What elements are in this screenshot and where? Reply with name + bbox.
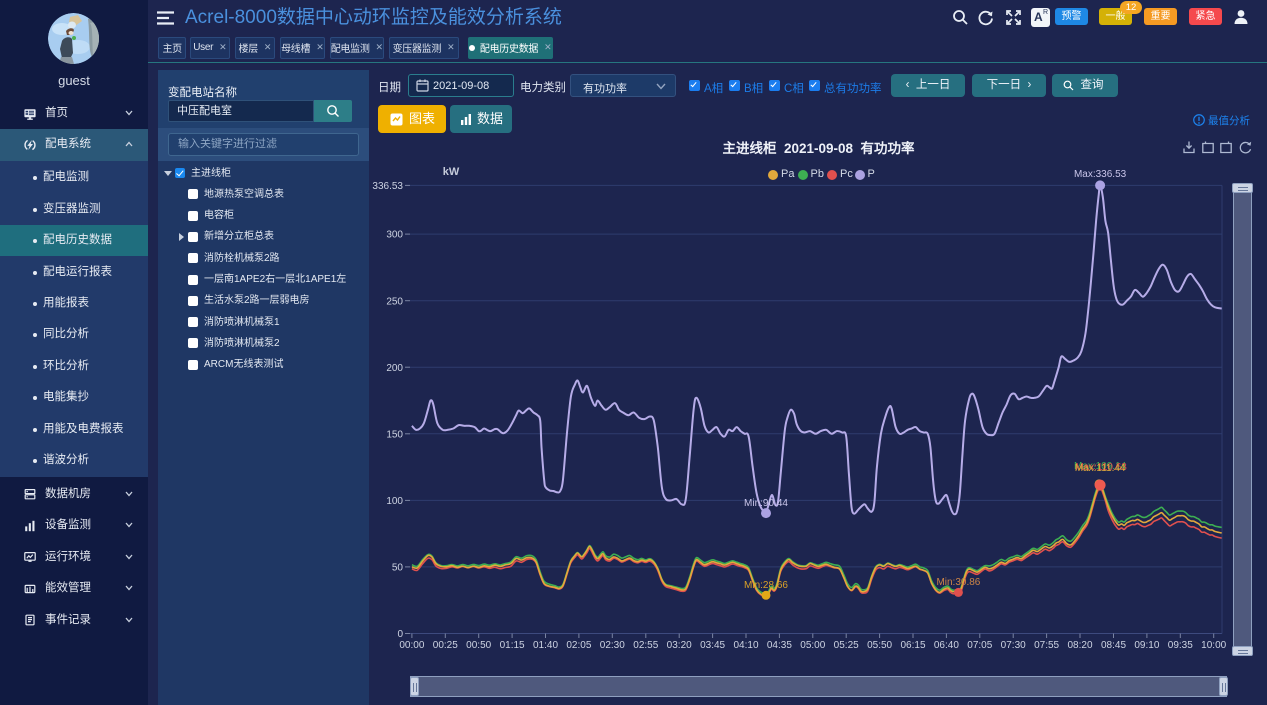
svg-text:09:10: 09:10 [1134, 640, 1159, 651]
svg-text:250: 250 [386, 296, 403, 307]
svg-text:03:20: 03:20 [667, 640, 692, 651]
svg-text:100: 100 [386, 496, 403, 507]
svg-text:02:30: 02:30 [600, 640, 625, 651]
svg-text:300: 300 [386, 230, 403, 241]
svg-text:01:15: 01:15 [500, 640, 525, 651]
svg-text:Max:336.53: Max:336.53 [1074, 169, 1127, 180]
svg-text:06:15: 06:15 [900, 640, 925, 651]
svg-text:04:35: 04:35 [767, 640, 792, 651]
svg-text:08:20: 08:20 [1067, 640, 1092, 651]
svg-text:03:45: 03:45 [700, 640, 725, 651]
svg-text:02:05: 02:05 [566, 640, 591, 651]
svg-text:50: 50 [392, 563, 404, 574]
svg-text:150: 150 [386, 429, 403, 440]
svg-text:10:00: 10:00 [1201, 640, 1226, 651]
svg-text:05:25: 05:25 [834, 640, 859, 651]
svg-text:02:55: 02:55 [633, 640, 658, 651]
svg-text:04:10: 04:10 [733, 640, 758, 651]
svg-text:05:00: 05:00 [800, 640, 825, 651]
svg-text:Min:90.44: Min:90.44 [744, 498, 788, 509]
svg-text:Min:30.86: Min:30.86 [936, 577, 980, 588]
svg-text:200: 200 [386, 363, 403, 374]
svg-text:09:35: 09:35 [1168, 640, 1193, 651]
svg-text:07:55: 07:55 [1034, 640, 1059, 651]
svg-text:0: 0 [397, 629, 403, 640]
svg-text:Max:110.63: Max:110.63 [1075, 462, 1127, 473]
svg-text:00:25: 00:25 [433, 640, 458, 651]
svg-text:07:30: 07:30 [1001, 640, 1026, 651]
svg-text:07:05: 07:05 [967, 640, 992, 651]
svg-text:336.53: 336.53 [372, 181, 403, 192]
svg-text:00:50: 00:50 [466, 640, 491, 651]
svg-text:Max:111.44: Max:111.44 [1075, 463, 1126, 474]
svg-text:08:45: 08:45 [1101, 640, 1126, 651]
svg-text:00:00: 00:00 [399, 640, 424, 651]
svg-text:Min:28.66: Min:28.66 [744, 580, 788, 591]
svg-text:Max:109.14: Max:109.14 [1074, 461, 1127, 472]
svg-text:05:50: 05:50 [867, 640, 892, 651]
svg-text:06:40: 06:40 [934, 640, 959, 651]
svg-text:01:40: 01:40 [533, 640, 558, 651]
